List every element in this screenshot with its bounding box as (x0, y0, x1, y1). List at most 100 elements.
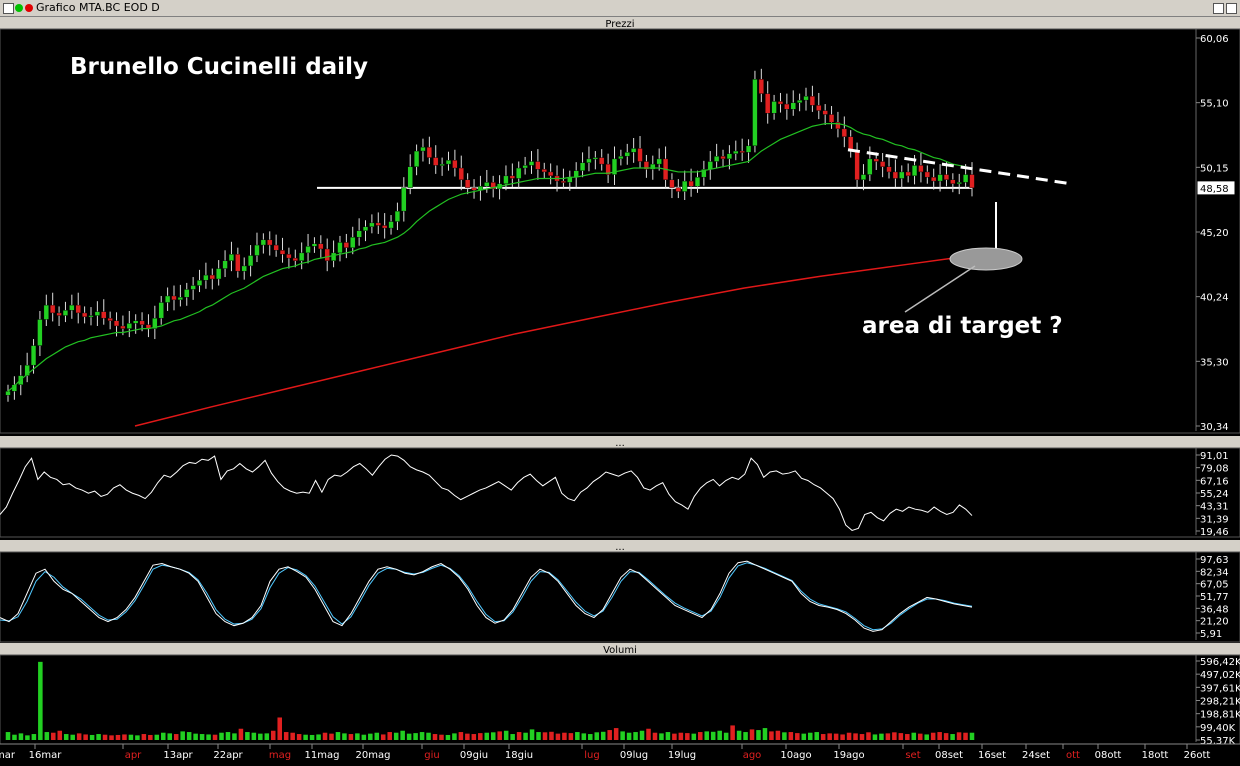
volume-bar (672, 733, 677, 740)
candle-body (413, 150, 420, 167)
panel-border (0, 447, 1240, 538)
panel-label: ... (615, 438, 625, 449)
x-tick-label: mag (269, 750, 291, 761)
candle-body (388, 221, 394, 229)
volume-bar (736, 730, 742, 740)
candle-body (407, 166, 413, 188)
candle-body (382, 225, 388, 229)
candle-body (931, 176, 937, 182)
candle-body (337, 242, 343, 254)
volume-bar (219, 732, 224, 740)
candle-body (611, 158, 618, 175)
volume-bar (96, 734, 101, 740)
volume-bar (555, 733, 561, 740)
candle-body (369, 222, 375, 227)
candle-body (164, 295, 171, 303)
volume-bar (290, 732, 295, 740)
candle-body (771, 101, 777, 114)
volume-bar (846, 732, 852, 740)
chart-title: Brunello Cucinelli daily (70, 54, 368, 80)
volume-bar (872, 734, 878, 740)
candle-body (835, 122, 841, 130)
volume-bar (258, 733, 263, 740)
volume-bar (600, 731, 606, 740)
candle-body (816, 105, 822, 111)
volume-bar (762, 728, 768, 740)
volume-bar (885, 733, 891, 740)
candle-body (516, 167, 522, 179)
chart-options-icon[interactable] (1213, 3, 1224, 14)
volume-bar (730, 725, 735, 740)
volume-bar (775, 730, 781, 740)
volume-bar (238, 728, 244, 740)
volume-bar (723, 732, 729, 740)
rsi-y-tick-label: 79,08 (1200, 464, 1229, 475)
candle-body (171, 295, 177, 301)
candle-body (943, 174, 950, 180)
candle-body (311, 243, 318, 247)
volume-bar (251, 732, 257, 740)
window-menu-icon[interactable] (3, 3, 14, 14)
candle-body (924, 171, 930, 178)
volume-bar (199, 734, 205, 740)
stochastic-d-line (0, 562, 973, 631)
volume-bar (44, 732, 50, 740)
rsi-line (0, 454, 973, 531)
x-tick-label: giu (424, 750, 439, 761)
stoch-y-tick-label: 97,63 (1200, 555, 1229, 566)
volume-bar (51, 732, 56, 740)
candle-body (305, 246, 311, 254)
volume-bar (452, 733, 457, 740)
volume-bar (510, 734, 515, 740)
volume-bar (148, 734, 153, 740)
volume-bar (484, 732, 490, 740)
x-tick-label: 11mag (305, 750, 340, 761)
volume-bar (264, 733, 270, 740)
short-moving-average-line (7, 123, 973, 392)
x-tick-label: 26ott (1184, 750, 1211, 761)
x-tick-label: 19ago (833, 750, 864, 761)
volume-y-tick-label: 397,61K (1200, 683, 1240, 694)
volume-bar (102, 734, 108, 740)
chart-properties-icon[interactable] (1226, 3, 1237, 14)
candle-body (356, 230, 362, 238)
volume-y-tick-label: 298,21K (1200, 697, 1240, 708)
volume-bar (303, 734, 308, 740)
candle-body (5, 391, 11, 396)
candle-body (279, 250, 286, 255)
volume-bar (866, 732, 871, 740)
candle-body (873, 158, 879, 162)
last-price-box (1196, 180, 1236, 196)
candle-body (247, 255, 254, 267)
volume-bar (607, 730, 612, 740)
candle-body (528, 161, 535, 166)
candle-body (841, 128, 847, 137)
panel-header (0, 643, 1240, 655)
stoch-y-tick-label: 36,48 (1200, 604, 1229, 615)
volume-bar (930, 732, 936, 740)
volume-bar (12, 734, 17, 740)
candle-body (394, 210, 401, 222)
volume-bar (879, 733, 884, 740)
x-tick-label: ago (743, 750, 762, 761)
volume-bar (549, 731, 554, 740)
stoch-y-tick-label: 51,77 (1200, 592, 1229, 603)
volume-bar (180, 731, 185, 740)
volume-bar (788, 732, 794, 740)
panel-label: Prezzi (605, 19, 634, 30)
volume-bar (193, 733, 198, 740)
volume-bar (562, 732, 567, 740)
volume-bar (769, 731, 774, 740)
volume-bar (853, 733, 858, 740)
rsi-y-tick-label: 55,24 (1200, 489, 1229, 500)
volume-bar (309, 734, 315, 740)
candle-body (330, 252, 337, 261)
candle-body (599, 157, 605, 165)
panel-header (0, 17, 1240, 29)
candle-body (184, 289, 190, 298)
volume-bar (387, 732, 392, 740)
volume-bar (678, 732, 684, 740)
volume-bar (426, 732, 431, 740)
x-tick-label: 18giu (505, 750, 533, 761)
